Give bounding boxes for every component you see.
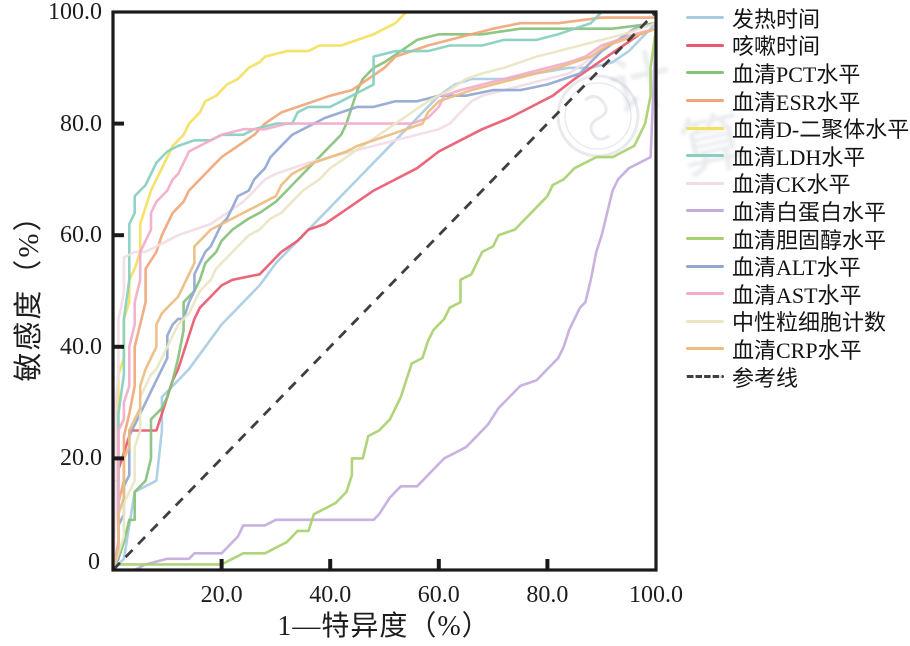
legend-label: 血清LDH水平: [732, 144, 866, 170]
watermark-glyph: 算: [674, 105, 751, 188]
y-tick-label: 20.0: [60, 445, 102, 472]
legend-dashed-line-swatch: [686, 375, 724, 379]
legend: 发热时间 咳嗽时间 血清PCT水平 血清ESR水平 血清D-二聚体水平 血清LDH水平 血清…: [686, 4, 909, 391]
legend-line-swatch: [686, 209, 724, 213]
legend-label: 血清AST水平: [732, 282, 862, 308]
legend-label: 发热时间: [732, 6, 821, 32]
roc-curve-7: [111, 27, 658, 572]
legend-label: 血清D-二聚体水平: [732, 117, 910, 143]
legend-item: 血清LDH水平: [686, 142, 909, 170]
legend-item: 血清CRP水平: [686, 335, 909, 363]
legend-label: 中性粒细胞计数: [732, 310, 887, 336]
legend-item: 血清ESR水平: [686, 87, 909, 115]
roc-curve-3: [111, 16, 658, 572]
legend-line-swatch: [686, 99, 724, 103]
legend-label: 血清CK水平: [732, 172, 851, 198]
legend-item: 血清胆固醇水平: [686, 225, 909, 253]
legend-line-swatch: [686, 292, 724, 296]
legend-line-swatch: [686, 181, 724, 185]
roc-curve-1: [111, 27, 658, 483]
legend-item: 发热时间: [686, 4, 909, 32]
roc-curve-10: [111, 27, 658, 572]
legend-line-swatch: [686, 126, 724, 130]
watermark-squiggle: [584, 95, 610, 141]
y-tick-label: 80.0: [60, 110, 102, 137]
legend-label: 血清白蛋白水平: [732, 199, 887, 225]
legend-item: 血清AST水平: [686, 280, 909, 308]
roc-curve-0: [111, 21, 658, 572]
legend-line-swatch: [686, 237, 724, 241]
x-tick-label: 100.0: [629, 582, 683, 608]
legend-item: 中性粒细胞计数: [686, 308, 909, 336]
legend-label: 咳嗽时间: [732, 34, 821, 60]
legend-line-swatch: [686, 154, 724, 158]
legend-line-swatch: [686, 264, 724, 268]
legend-label: 血清ALT水平: [732, 255, 861, 281]
y-tick-label: 100.0: [48, 0, 102, 25]
x-tick-label: 40.0: [309, 582, 352, 608]
legend-line-swatch: [686, 71, 724, 75]
reference-line: [111, 11, 658, 571]
legend-item: 血清D-二聚体水平: [686, 114, 909, 142]
roc-curve-12: [111, 27, 658, 572]
plot-border: [111, 10, 658, 572]
legend-label: 血清PCT水平: [732, 61, 861, 87]
x-tick-label: 80.0: [526, 582, 569, 608]
legend-label: 血清ESR水平: [732, 89, 861, 115]
y-tick-label: 60.0: [60, 222, 102, 249]
watermark-seal-inner: [564, 82, 632, 150]
legend-item: 血清ALT水平: [686, 252, 909, 280]
legend-item: 参考线: [686, 363, 909, 391]
legend-line-swatch: [686, 319, 724, 323]
roc-curve-8: [111, 27, 658, 566]
origin-tick-label: 0: [88, 549, 100, 575]
x-tick-label: 60.0: [417, 582, 460, 608]
legend-line-swatch: [686, 16, 724, 20]
legend-item: 血清CK水平: [686, 170, 909, 198]
watermark-glyph: 计: [602, 43, 679, 126]
legend-line-swatch: [686, 43, 724, 47]
legend-label: 参考线: [732, 365, 799, 391]
legend-item: 血清PCT水平: [686, 59, 909, 87]
x-tick-label: 20.0: [200, 582, 243, 608]
legend-line-swatch: [686, 347, 724, 351]
legend-item: 咳嗽时间: [686, 32, 909, 60]
legend-label: 血清胆固醇水平: [732, 227, 887, 253]
x-axis-title: 1—特异度（%）: [277, 611, 491, 642]
roc-curve-2: [111, 21, 658, 572]
roc-curve-6: [111, 27, 658, 572]
roc-curve-4: [111, 10, 658, 572]
legend-label: 血清CRP水平: [732, 337, 862, 363]
roc-curve-9: [111, 21, 658, 572]
legend-item: 血清白蛋白水平: [686, 197, 909, 225]
y-tick-label: 40.0: [60, 333, 102, 360]
